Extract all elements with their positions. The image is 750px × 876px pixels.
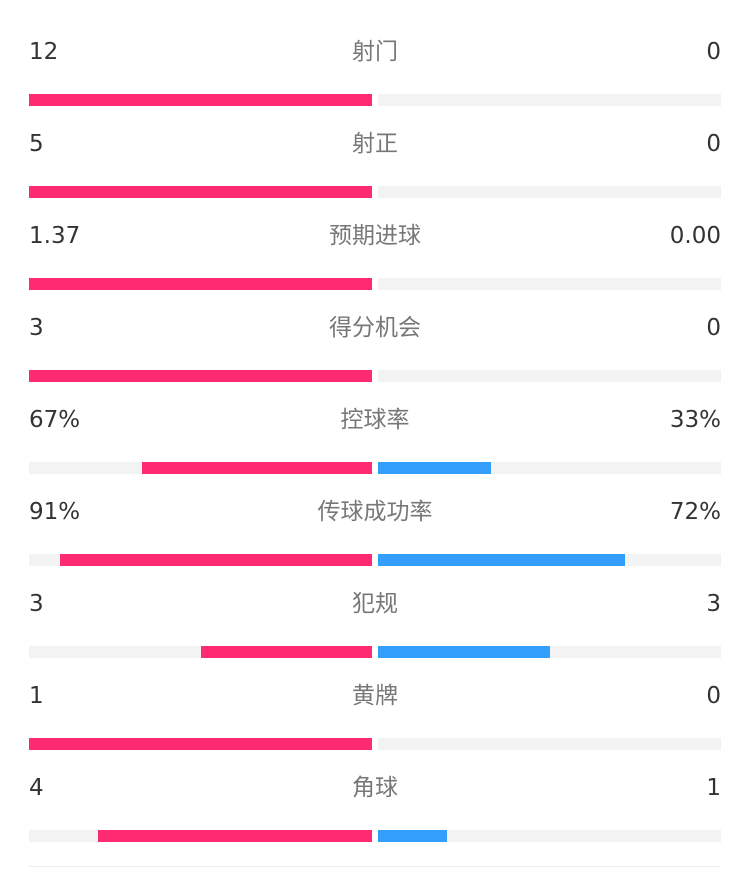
home-bar — [29, 738, 372, 750]
stat-row: 1.37 预期进球 0.00 — [0, 200, 750, 292]
stat-row: 1 黄牌 0 — [0, 660, 750, 752]
away-value: 0 — [706, 131, 721, 157]
home-value: 12 — [29, 39, 59, 65]
home-bar — [29, 278, 372, 290]
stat-row: 4 角球 1 — [0, 752, 750, 844]
away-bar — [378, 830, 447, 842]
away-value: 0.00 — [669, 223, 721, 249]
home-bar-track — [29, 646, 372, 658]
home-value: 1 — [29, 683, 44, 709]
away-bar-track — [378, 186, 721, 198]
away-value: 0 — [706, 683, 721, 709]
away-bar-track — [378, 278, 721, 290]
home-value: 4 — [29, 775, 44, 801]
home-bar — [29, 370, 372, 382]
home-value: 91% — [29, 499, 81, 525]
away-bar-track — [378, 462, 721, 474]
stat-label: 射正 — [352, 131, 398, 157]
away-bar — [378, 646, 550, 658]
away-value: 3 — [706, 591, 721, 617]
home-bar-track — [29, 94, 372, 106]
away-bar — [378, 554, 625, 566]
home-bar — [29, 186, 372, 198]
away-bar-track — [378, 554, 721, 566]
away-value: 72% — [669, 499, 721, 525]
stat-row: 91% 传球成功率 72% — [0, 476, 750, 568]
home-value: 3 — [29, 315, 44, 341]
stat-label: 传球成功率 — [317, 499, 433, 525]
home-bar-track — [29, 738, 372, 750]
home-bar — [200, 646, 372, 658]
stat-label: 犯规 — [352, 591, 398, 617]
home-bar-track — [29, 830, 372, 842]
stat-label: 控球率 — [340, 407, 410, 433]
stat-label: 得分机会 — [329, 315, 421, 341]
home-value: 67% — [29, 407, 81, 433]
stat-label: 预期进球 — [329, 223, 421, 249]
away-bar — [378, 462, 492, 474]
home-bar-track — [29, 278, 372, 290]
home-bar-track — [29, 462, 372, 474]
away-value: 0 — [706, 315, 721, 341]
away-value: 1 — [706, 775, 721, 801]
stat-row: 67% 控球率 33% — [0, 384, 750, 476]
away-bar-track — [378, 738, 721, 750]
away-bar-track — [378, 646, 721, 658]
stat-row: 3 得分机会 0 — [0, 292, 750, 384]
away-value: 0 — [706, 39, 721, 65]
home-bar-track — [29, 554, 372, 566]
away-value: 33% — [669, 407, 721, 433]
home-value: 3 — [29, 591, 44, 617]
stat-row: 12 射门 0 — [0, 16, 750, 108]
home-bar-track — [29, 370, 372, 382]
home-bar — [142, 462, 372, 474]
home-value: 5 — [29, 131, 44, 157]
away-bar-track — [378, 370, 721, 382]
stat-row: 5 射正 0 — [0, 108, 750, 200]
home-bar — [97, 830, 372, 842]
away-bar-track — [378, 94, 721, 106]
stat-row: 3 犯规 3 — [0, 568, 750, 660]
home-bar — [59, 554, 372, 566]
home-bar — [29, 94, 372, 106]
stat-label: 射门 — [352, 39, 398, 65]
home-bar-track — [29, 186, 372, 198]
home-value: 1.37 — [29, 223, 81, 249]
stat-label: 角球 — [352, 775, 398, 801]
away-bar-track — [378, 830, 721, 842]
stat-label: 黄牌 — [352, 683, 398, 709]
divider — [29, 866, 721, 867]
